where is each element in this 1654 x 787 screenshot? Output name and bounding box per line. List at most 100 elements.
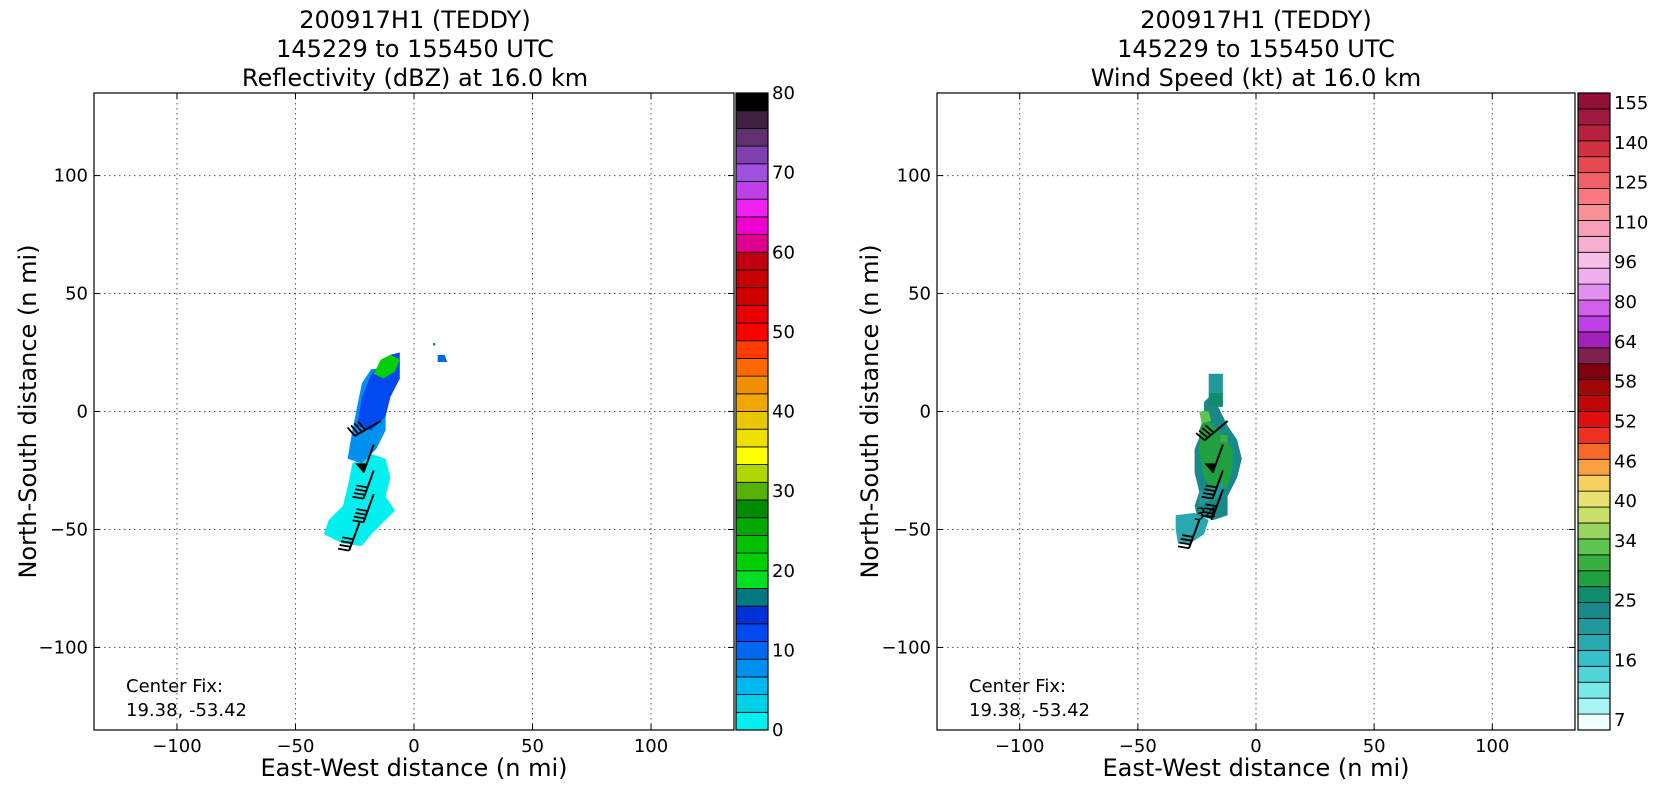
wind-barb bbox=[346, 420, 382, 437]
colorbar-tick-label: 30 bbox=[772, 481, 795, 502]
data-region-green-top bbox=[1208, 373, 1223, 393]
colorbar-segment bbox=[1577, 634, 1611, 651]
center-fix-annotation: Center Fix: bbox=[126, 676, 223, 697]
colorbar-segment bbox=[735, 517, 769, 536]
colorbar-segment bbox=[735, 605, 769, 625]
wind-barb bbox=[1204, 444, 1224, 474]
colorbar-segment bbox=[735, 92, 769, 112]
colorbar-segment bbox=[735, 711, 769, 731]
colorbar-tick-label: 155 bbox=[1614, 93, 1648, 114]
x-axis-label: East-West distance (n mi) bbox=[260, 754, 567, 782]
colorbar-segment bbox=[1577, 602, 1611, 619]
colorbar-tick-label: 140 bbox=[1614, 133, 1648, 154]
colorbar-segment bbox=[735, 340, 769, 359]
colorbar-segment bbox=[1577, 267, 1611, 285]
colorbar-segment bbox=[1577, 411, 1611, 428]
colorbar-tick-label: 64 bbox=[1614, 332, 1637, 353]
colorbar-segment bbox=[1577, 235, 1611, 253]
colorbar-tick-label: 80 bbox=[1614, 292, 1637, 313]
colorbar-segment bbox=[735, 393, 769, 412]
colorbar-segment bbox=[735, 145, 769, 165]
colorbar-segment bbox=[1577, 665, 1611, 683]
colorbar-segment bbox=[735, 181, 769, 200]
colorbar-segment bbox=[1577, 108, 1611, 126]
colorbar-tick-label: 96 bbox=[1614, 252, 1637, 273]
colorbar-segment bbox=[1577, 395, 1611, 412]
x-tick-label: 100 bbox=[1475, 736, 1509, 757]
x-tick-label: 100 bbox=[634, 736, 668, 757]
wind-barb bbox=[1177, 519, 1201, 550]
y-tick-label: −100 bbox=[882, 637, 931, 658]
colorbar-segment bbox=[735, 251, 769, 271]
y-tick-label: −100 bbox=[39, 637, 88, 658]
colorbar-segment bbox=[1577, 124, 1611, 142]
data-region-blue-dot bbox=[433, 343, 436, 346]
colorbar-segment bbox=[735, 322, 769, 342]
colorbar-segment bbox=[1577, 140, 1611, 158]
chart-title-line: 145229 to 155450 UTC bbox=[276, 35, 554, 63]
colorbar-segment bbox=[1577, 474, 1611, 492]
y-tick-label: 50 bbox=[65, 284, 88, 305]
colorbar-tick-label: 0 bbox=[772, 720, 783, 741]
y-tick-label: 50 bbox=[908, 284, 931, 305]
colorbar-segment bbox=[735, 588, 769, 607]
colorbar-segment bbox=[735, 375, 769, 395]
colorbar-segment bbox=[1577, 538, 1611, 556]
wind-barb bbox=[1201, 489, 1224, 519]
colorbar-segment bbox=[1577, 618, 1611, 635]
colorbar-segment bbox=[1577, 522, 1611, 540]
colorbar-segment bbox=[735, 234, 769, 253]
colorbar-segment bbox=[735, 534, 769, 554]
colorbar-tick-label: 20 bbox=[772, 561, 795, 582]
colorbar-segment bbox=[735, 623, 769, 642]
chart-title-line: 200917H1 (TEDDY) bbox=[299, 6, 530, 34]
colorbar-segment bbox=[735, 658, 769, 678]
colorbar-tick-label: 50 bbox=[772, 322, 795, 343]
colorbar-segment bbox=[1577, 442, 1611, 460]
x-tick-label: 0 bbox=[408, 736, 419, 757]
colorbar-segment bbox=[735, 446, 769, 465]
colorbar-segment bbox=[1577, 554, 1611, 572]
colorbar-segment bbox=[735, 287, 769, 306]
colorbar-segment bbox=[1577, 188, 1611, 205]
data-region-cyan-lower bbox=[323, 454, 395, 546]
colorbar-segment bbox=[735, 358, 769, 377]
colorbar-segment bbox=[735, 411, 769, 430]
colorbar-tick-label: 40 bbox=[772, 402, 795, 423]
y-tick-label: 100 bbox=[897, 166, 931, 187]
y-tick-label: −50 bbox=[50, 519, 88, 540]
colorbar-segment bbox=[735, 694, 769, 713]
x-tick-label: −50 bbox=[276, 736, 314, 757]
colorbar-tick-label: 34 bbox=[1614, 531, 1637, 552]
chart-title-line: 200917H1 (TEDDY) bbox=[1140, 6, 1371, 34]
colorbar-segment bbox=[1577, 172, 1611, 189]
colorbar-segment bbox=[1577, 283, 1611, 301]
colorbar-segment bbox=[1577, 219, 1611, 237]
colorbar-tick-label: 110 bbox=[1614, 212, 1648, 233]
colorbar-segment bbox=[1577, 427, 1611, 444]
colorbar-segment bbox=[1577, 92, 1611, 110]
colorbar-tick-label: 46 bbox=[1614, 451, 1637, 472]
x-tick-label: −100 bbox=[995, 736, 1044, 757]
colorbar-segment bbox=[735, 304, 769, 324]
colorbar-tick-label: 52 bbox=[1614, 411, 1637, 432]
colorbar-segment bbox=[1577, 697, 1611, 715]
colorbar-segment bbox=[1577, 681, 1611, 699]
colorbar-segment bbox=[735, 216, 769, 235]
colorbar-segment bbox=[1577, 156, 1611, 174]
colorbar-segment bbox=[735, 552, 769, 572]
colorbar-segment bbox=[735, 428, 769, 448]
colorbar-tick-label: 60 bbox=[772, 242, 795, 263]
x-tick-label: 50 bbox=[521, 736, 544, 757]
colorbar-tick-label: 10 bbox=[772, 640, 795, 661]
y-tick-label: −50 bbox=[893, 519, 931, 540]
colorbar-segment bbox=[1577, 299, 1611, 317]
colorbar-segment bbox=[735, 110, 769, 129]
colorbar-segment bbox=[1577, 713, 1611, 731]
colorbar-tick-label: 80 bbox=[772, 83, 795, 104]
colorbar-tick-label: 70 bbox=[772, 163, 795, 184]
x-axis-label: East-West distance (n mi) bbox=[1102, 754, 1409, 782]
colorbar-segment bbox=[735, 499, 769, 519]
x-tick-label: −100 bbox=[152, 736, 201, 757]
